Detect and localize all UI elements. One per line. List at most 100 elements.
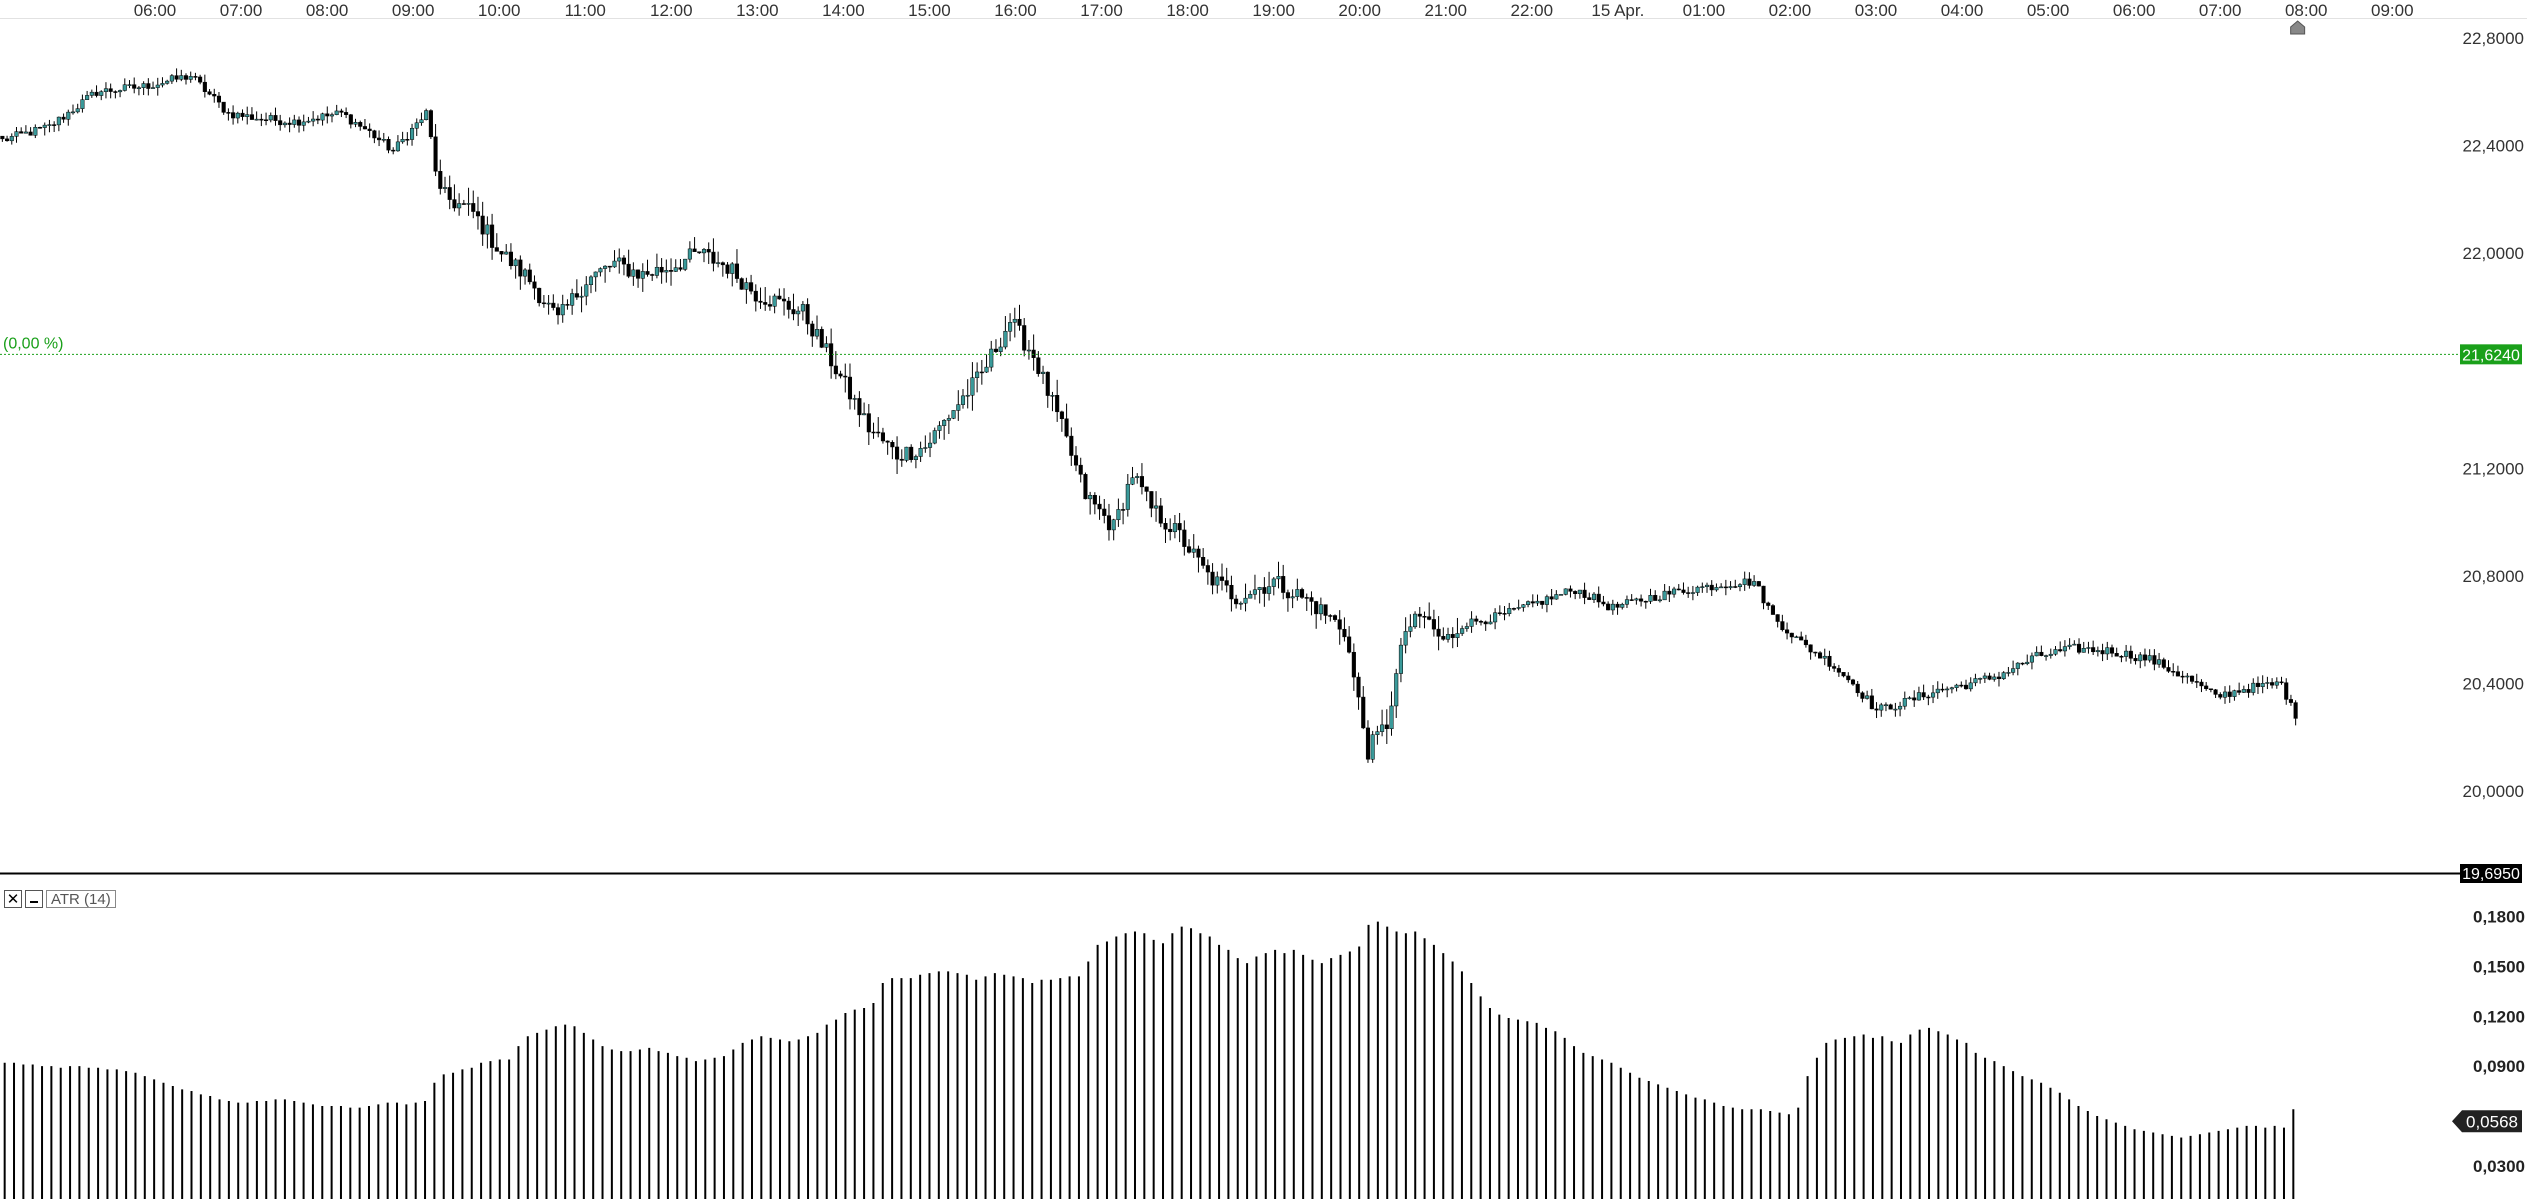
candle-body [904,446,909,461]
candle-body [1963,684,1969,690]
candle-body [28,131,33,136]
candle-body [843,375,848,378]
candle-body [1704,584,1710,587]
candle-body [1243,597,1248,604]
candle-body [2086,647,2091,649]
y-tick-label: 22,8000 [2463,29,2524,48]
candle-body [1069,435,1074,456]
candle-body [2133,658,2138,662]
candle-body [1139,476,1144,488]
candle-body [179,75,184,80]
candle-body [485,224,490,235]
reference-line-group: (0,00 %) 21,6240 [0,335,2522,365]
x-tick-label: 19:00 [1252,1,1295,20]
candle-body [1620,603,1625,608]
candle-body [1507,608,1512,614]
candle-body [5,138,10,142]
atr-tick-label: 0,1200 [2473,1007,2525,1026]
candle-body [1554,594,1559,600]
candle-body [1309,597,1314,602]
candle-body [362,126,367,130]
bottom-price-box [2460,864,2522,883]
candle-body [1549,596,1554,600]
candle-body [2190,675,2195,682]
candle-body [1916,692,1921,701]
candle-body [847,376,853,400]
candle-body [1879,704,1884,711]
candle-body [377,137,382,141]
candle-body [1267,586,1272,594]
candle-body [1540,600,1545,605]
candle-body [339,110,344,113]
candle-body [956,404,961,411]
candle-body [753,290,758,302]
candle-body [1163,522,1168,530]
candle-body [1568,588,1573,592]
candle-body [1026,349,1031,352]
minimize-indicator-button[interactable] [25,890,43,908]
candle-body [1719,586,1724,589]
candle-body [273,115,278,121]
alert-marker-icon[interactable] [2290,20,2306,35]
reference-percent-label: (0,00 %) [3,335,63,352]
candle-body [306,120,311,123]
candle-body [66,111,71,120]
candle-body [664,270,669,273]
candle-body [2105,647,2110,655]
candle-body [918,448,923,457]
candle-body [1865,695,1870,699]
candle-body [678,267,683,270]
y-tick-label: 21,2000 [2463,459,2524,478]
candle-body [151,87,156,89]
candle-body [1874,708,1879,711]
candle-body [734,263,740,279]
candle-body [650,274,655,276]
candle-body [621,257,626,265]
candle-body [975,371,980,378]
candle-body [1558,594,1564,596]
candle-body [1219,576,1225,581]
candle-body [1945,688,1950,691]
candle-body [673,267,678,272]
bell-marker-group[interactable] [2290,20,2306,35]
candle-body [1380,724,1385,732]
candle-body [1092,495,1097,505]
candle-body [810,323,815,337]
candle-body [574,293,579,298]
candle-body [1846,675,1851,681]
candle-body [1577,589,1582,594]
x-tick-label: 21:00 [1424,1,1467,20]
candle-body [998,346,1003,352]
candle-body [287,122,292,125]
candle-body [160,83,165,86]
candle-body [970,377,975,396]
candle-body [1978,678,1983,680]
candle-body [1417,613,1422,617]
atr-tick-label: 0,0900 [2473,1057,2525,1076]
candle-body [1248,594,1253,599]
candle-body [1271,578,1276,587]
candle-body [254,118,259,121]
candle-body [1210,571,1215,586]
candle-body [612,260,617,268]
candle-body [264,119,269,121]
candle-body [1017,318,1022,326]
candle-body [452,199,457,209]
candle-body [1144,486,1149,492]
candle-body [301,121,306,126]
candle-body [527,269,532,283]
candle-body [1770,605,1775,615]
candle-body [2142,654,2147,661]
candle-body [2227,691,2232,697]
candle-body [758,300,763,303]
candle-body [221,101,226,113]
candle-body [23,131,28,134]
candle-body [942,420,947,426]
close-indicator-button[interactable]: ✕ [4,890,22,908]
candle-body [1078,464,1083,475]
candle-body [1224,580,1229,586]
candle-body [1464,626,1469,629]
candle-body [1987,675,1992,680]
candle-body [1789,632,1794,638]
candle-body [862,413,867,416]
